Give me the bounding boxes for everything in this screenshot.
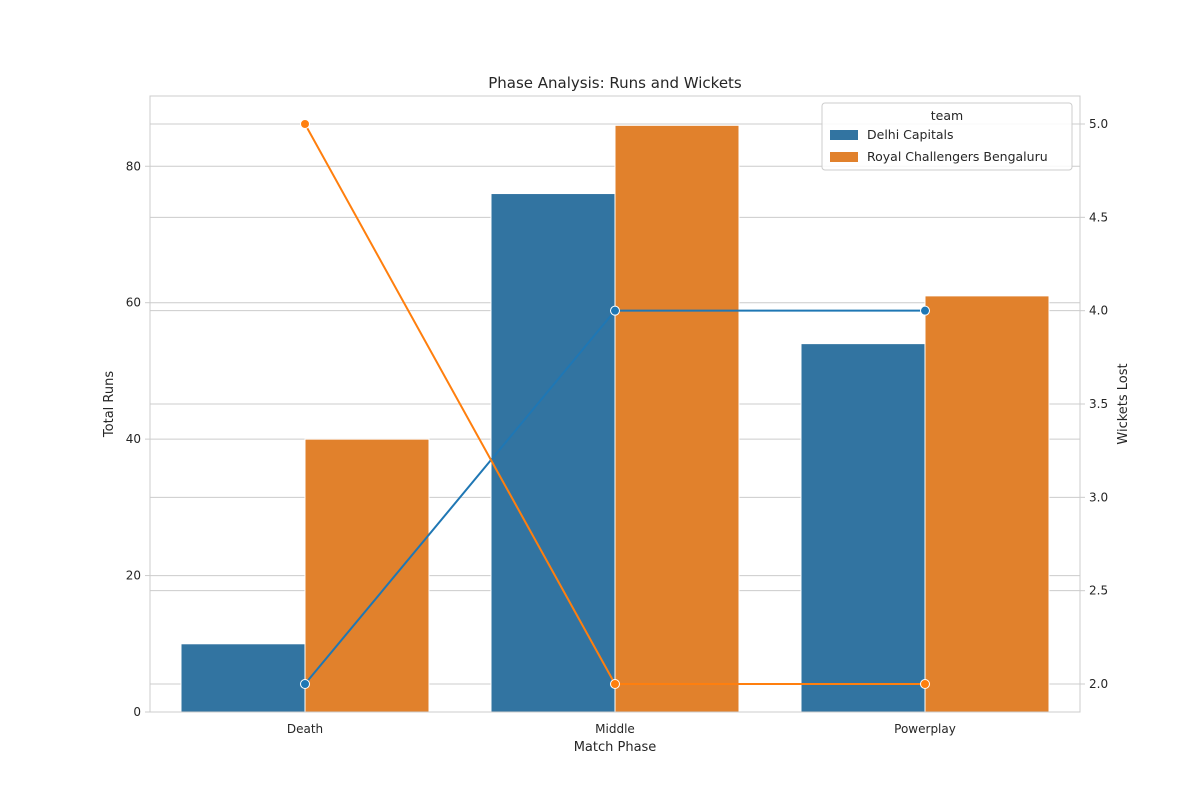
right-y-tick-label: 2.0 bbox=[1089, 677, 1108, 691]
legend-label-royal-challengers-bengaluru: Royal Challengers Bengaluru bbox=[867, 149, 1048, 164]
left-y-tick-label: 0 bbox=[133, 705, 141, 719]
right-y-tick-label: 5.0 bbox=[1089, 117, 1108, 131]
legend-title: team bbox=[931, 108, 963, 123]
left-y-tick-label: 40 bbox=[126, 432, 141, 446]
left-y-tick-label: 80 bbox=[126, 159, 141, 173]
legend-swatch-delhi-capitals bbox=[830, 130, 858, 140]
right-y-tick-label: 2.5 bbox=[1089, 584, 1108, 598]
point-royal-challengers-bengaluru-powerplay bbox=[920, 679, 930, 689]
right-y-tick-labels: 2.0 2.5 3.0 3.5 4.0 4.5 5.0 bbox=[1080, 117, 1108, 691]
point-royal-challengers-bengaluru-death bbox=[300, 119, 310, 129]
x-tick-labels: Death Middle Powerplay bbox=[287, 722, 956, 736]
right-y-tick-label: 3.5 bbox=[1089, 397, 1108, 411]
x-tick-label-middle: Middle bbox=[595, 722, 635, 736]
point-royal-challengers-bengaluru-middle bbox=[610, 679, 620, 689]
x-tick-label-death: Death bbox=[287, 722, 323, 736]
lines-group bbox=[300, 119, 930, 689]
x-axis-label: Match Phase bbox=[574, 740, 657, 755]
bar-royal-challengers-bengaluru-middle bbox=[614, 124, 740, 713]
left-y-tick-label: 60 bbox=[126, 296, 141, 310]
legend: team Delhi Capitals Royal Challengers Be… bbox=[821, 102, 1073, 171]
left-y-tick-label: 20 bbox=[126, 569, 141, 583]
left-y-tick-labels: 0 20 40 60 80 bbox=[126, 159, 150, 719]
left-y-axis-label: Total Runs bbox=[102, 371, 117, 438]
bar-delhi-capitals-death bbox=[180, 643, 306, 713]
bar-delhi-capitals-powerplay bbox=[800, 343, 926, 713]
right-y-tick-label: 4.0 bbox=[1089, 304, 1108, 318]
point-delhi-capitals-middle bbox=[610, 305, 620, 316]
right-y-tick-label: 3.0 bbox=[1089, 490, 1108, 504]
bar-royal-challengers-bengaluru-powerplay bbox=[924, 295, 1050, 713]
bars-group bbox=[180, 124, 1050, 713]
bar-royal-challengers-bengaluru-death bbox=[304, 438, 430, 713]
legend-label-delhi-capitals: Delhi Capitals bbox=[867, 127, 954, 142]
right-y-axis-label: Wickets Lost bbox=[1116, 363, 1131, 444]
legend-frame bbox=[821, 102, 1073, 171]
chart-title: Phase Analysis: Runs and Wickets bbox=[488, 74, 742, 92]
x-tick-label-powerplay: Powerplay bbox=[894, 722, 956, 736]
legend-swatch-royal-challengers-bengaluru bbox=[830, 152, 858, 162]
bar-delhi-capitals-middle bbox=[490, 193, 616, 713]
right-y-tick-label: 4.5 bbox=[1089, 210, 1108, 224]
point-delhi-capitals-death bbox=[300, 679, 310, 689]
point-delhi-capitals-powerplay bbox=[920, 305, 930, 316]
